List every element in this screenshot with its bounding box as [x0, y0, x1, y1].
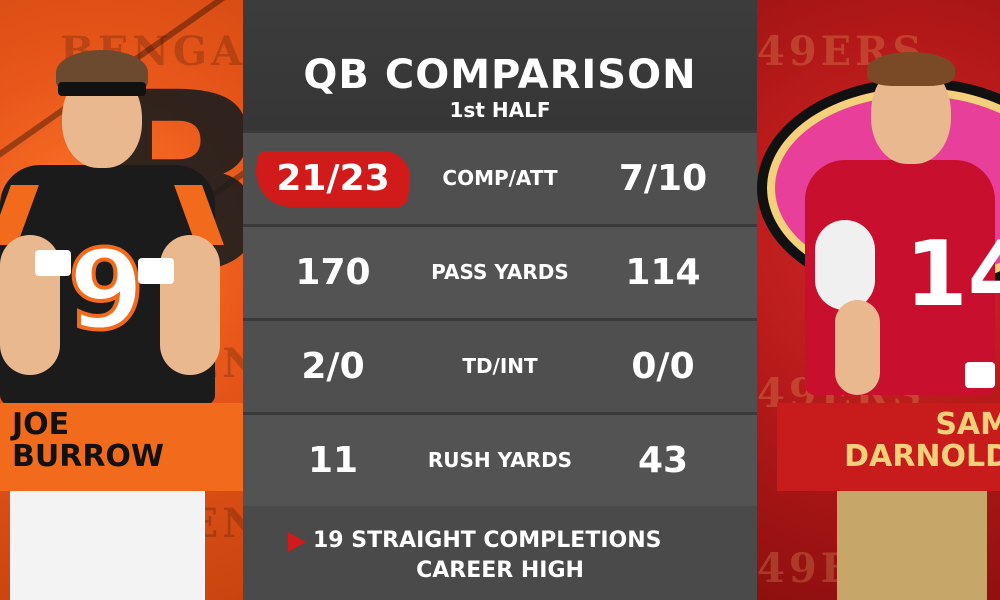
stat-label: COMP/ATT	[442, 166, 558, 190]
player-last-name: DARNOLD	[844, 439, 1000, 474]
pants	[10, 480, 205, 600]
stat-label: TD/INT	[462, 354, 538, 378]
headband	[58, 82, 146, 96]
wristband	[138, 258, 174, 284]
jersey-number: 9	[66, 226, 147, 354]
jersey-number: 14	[905, 222, 1000, 327]
graphic-title: QB COMPARISON	[303, 52, 697, 98]
left-value: 170	[295, 252, 371, 293]
stat-row: 170 PASS YARDS 114	[243, 224, 757, 318]
stat-label: RUSH YARDS	[427, 448, 573, 472]
stat-label: PASS YARDS	[431, 260, 569, 284]
graphic-header: QB COMPARISON 1st HALF	[243, 0, 757, 130]
wristband	[965, 362, 995, 388]
stats-panel: QB COMPARISON 1st HALF 21/23 COMP/ATT 7/…	[243, 0, 757, 600]
left-value: 11	[307, 440, 359, 481]
sleeve	[815, 220, 875, 310]
stat-row: 2/0 TD/INT 0/0	[243, 318, 757, 412]
right-value: 114	[625, 252, 701, 293]
left-player-panel: BENGA BENGA BENGA B 9 JOE BURROW	[0, 0, 243, 600]
arm	[835, 300, 880, 395]
stat-note: 19 STRAIGHT COMPLETIONS CAREER HIGH	[243, 510, 757, 600]
note-line-1: 19 STRAIGHT COMPLETIONS	[313, 528, 662, 553]
right-value: 7/10	[618, 158, 708, 199]
play-arrow-icon	[288, 532, 306, 552]
graphic-subtitle: 1st HALF	[449, 98, 551, 122]
left-value: 2/0	[301, 346, 365, 387]
wristband	[35, 250, 71, 276]
arm	[160, 235, 220, 375]
player-first-name: JOE	[12, 407, 70, 442]
note-line-2: CAREER HIGH	[416, 558, 584, 583]
right-value: 43	[637, 440, 689, 481]
left-value: 21/23	[276, 158, 390, 199]
player-nameplate-right: SAM DARNOLD	[777, 403, 1000, 491]
right-player-panel: 49ERS 49ERS 49ERS 14 SAM DARNOLD	[757, 0, 1000, 600]
stat-row: 21/23 COMP/ATT 7/10	[243, 130, 757, 224]
player-last-name: BURROW	[12, 439, 165, 474]
stat-row: 11 RUSH YARDS 43	[243, 412, 757, 506]
player-first-name: SAM	[935, 407, 1000, 442]
hair	[867, 52, 955, 86]
pants	[837, 480, 987, 600]
player-nameplate-left: JOE BURROW	[0, 403, 243, 491]
right-value: 0/0	[631, 346, 695, 387]
